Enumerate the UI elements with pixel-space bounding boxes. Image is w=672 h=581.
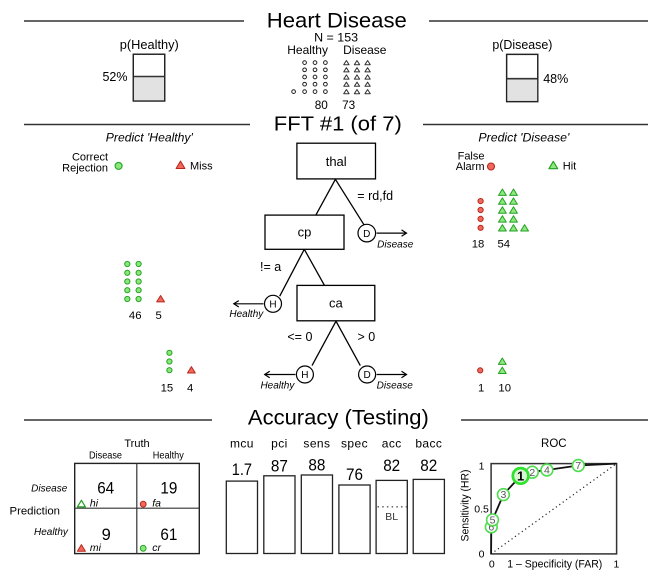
svg-text:Rejection: Rejection: [62, 162, 108, 174]
svg-text:73: 73: [342, 98, 356, 112]
svg-text:1: 1: [613, 558, 619, 570]
svg-text:3: 3: [500, 489, 506, 501]
svg-text:2: 2: [529, 467, 535, 479]
svg-text:Hit: Hit: [563, 160, 576, 172]
svg-text:1 – Specificity (FAR): 1 – Specificity (FAR): [507, 558, 602, 570]
svg-text:Predict 'Healthy': Predict 'Healthy': [106, 131, 194, 145]
svg-text:Correct: Correct: [72, 152, 108, 164]
svg-text:46: 46: [129, 310, 142, 322]
svg-text:Alarm: Alarm: [456, 161, 485, 173]
svg-text:1: 1: [479, 460, 485, 472]
svg-text:61: 61: [160, 526, 177, 544]
svg-text:D: D: [363, 370, 370, 381]
svg-text:Predict 'Disease': Predict 'Disease': [478, 131, 570, 145]
svg-text:cp: cp: [298, 225, 312, 240]
svg-text:9: 9: [102, 526, 111, 544]
svg-text:Disease: Disease: [377, 381, 414, 392]
svg-text:thal: thal: [326, 154, 347, 169]
svg-text:0.5: 0.5: [474, 504, 489, 516]
svg-text:Miss: Miss: [190, 160, 213, 172]
svg-text:88: 88: [308, 457, 325, 475]
svg-text:BL: BL: [385, 511, 398, 523]
svg-text:N = 153: N = 153: [314, 30, 358, 44]
svg-text:bacc: bacc: [415, 437, 442, 451]
svg-text:False: False: [458, 150, 485, 162]
svg-text:64: 64: [97, 479, 114, 497]
svg-text:Healthy: Healthy: [153, 450, 184, 461]
svg-text:82: 82: [420, 457, 437, 475]
svg-text:ROC: ROC: [541, 438, 567, 450]
svg-text:10: 10: [498, 382, 511, 394]
svg-text:Disease: Disease: [343, 43, 387, 57]
svg-text:1: 1: [517, 469, 524, 484]
svg-text:> 0: > 0: [358, 330, 376, 344]
svg-text:Healthy: Healthy: [260, 381, 295, 392]
svg-text:= rd,fd: = rd,fd: [357, 189, 393, 203]
svg-text:6: 6: [488, 522, 494, 534]
svg-text:48%: 48%: [543, 72, 568, 86]
svg-text:Healthy: Healthy: [34, 527, 69, 538]
svg-text:18: 18: [472, 239, 485, 251]
svg-text:1.7: 1.7: [232, 461, 252, 479]
svg-text:Prediction: Prediction: [10, 505, 61, 517]
svg-text:52%: 52%: [102, 70, 127, 84]
svg-text:p(Healthy): p(Healthy): [120, 38, 179, 52]
svg-text:Disease: Disease: [377, 240, 414, 251]
svg-text:mi: mi: [90, 542, 102, 554]
svg-text:Healthy: Healthy: [229, 309, 264, 320]
svg-text:4: 4: [187, 382, 193, 394]
svg-text:Sensitivity (HR): Sensitivity (HR): [460, 470, 472, 542]
svg-text:FFT #1 (of 7): FFT #1 (of 7): [274, 113, 402, 136]
svg-text:15: 15: [161, 382, 174, 394]
svg-text:19: 19: [160, 479, 177, 497]
svg-text:D: D: [363, 229, 370, 240]
svg-text:fa: fa: [152, 498, 161, 510]
svg-text:mcu: mcu: [230, 437, 254, 451]
svg-text:Heart Disease: Heart Disease: [267, 9, 407, 33]
svg-text:spec: spec: [341, 437, 368, 451]
svg-text:acc: acc: [382, 437, 402, 451]
svg-text:H: H: [301, 370, 308, 381]
svg-text:0: 0: [489, 558, 495, 570]
svg-text:80: 80: [315, 98, 329, 112]
svg-text:76: 76: [346, 466, 363, 484]
svg-text:<= 0: <= 0: [287, 330, 312, 344]
svg-text:Accuracy (Testing): Accuracy (Testing): [248, 406, 429, 430]
svg-text:pci: pci: [271, 437, 288, 451]
svg-text:p(Disease): p(Disease): [492, 38, 552, 52]
svg-text:cr: cr: [152, 542, 161, 554]
svg-text:H: H: [269, 300, 276, 311]
svg-text:1: 1: [478, 382, 484, 394]
svg-text:4: 4: [544, 465, 550, 477]
svg-text:87: 87: [271, 457, 288, 475]
svg-text:54: 54: [498, 239, 511, 251]
svg-text:5: 5: [490, 515, 496, 527]
svg-text:!= a: != a: [260, 260, 281, 274]
svg-text:hi: hi: [90, 498, 99, 510]
svg-text:Truth: Truth: [124, 438, 149, 450]
svg-text:82: 82: [383, 457, 400, 475]
svg-text:7: 7: [575, 460, 581, 472]
svg-text:0: 0: [479, 549, 485, 561]
svg-text:Disease: Disease: [89, 450, 122, 461]
svg-text:sens: sens: [303, 437, 330, 451]
svg-text:Healthy: Healthy: [287, 43, 328, 57]
svg-text:5: 5: [156, 310, 162, 322]
svg-text:ca: ca: [329, 296, 344, 311]
svg-text:Disease: Disease: [31, 483, 68, 494]
